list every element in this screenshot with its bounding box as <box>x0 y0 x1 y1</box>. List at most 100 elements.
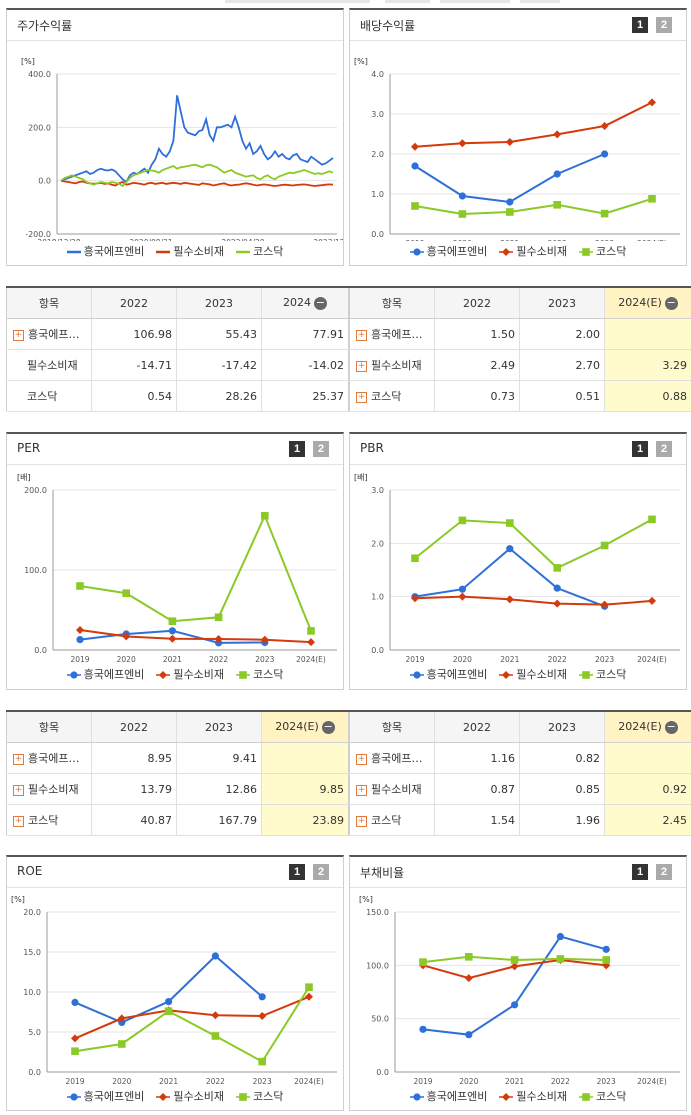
x-tick-label: 2020 <box>453 655 472 664</box>
chart-legend: 흥국에프엔비 필수소비재 코스닥 <box>7 666 343 682</box>
plus-icon[interactable]: + <box>13 815 24 827</box>
column-header: 항목 <box>349 286 435 319</box>
page-2-button[interactable]: 2 <box>656 17 672 33</box>
legend-swatch <box>499 671 514 679</box>
panel-title: 배당수익률 <box>360 19 416 33</box>
column-header: 2022 <box>434 286 520 319</box>
data-point <box>258 1057 266 1066</box>
column-header: 항목 <box>349 710 435 743</box>
page-2-button[interactable]: 2 <box>656 864 672 880</box>
legend-swatch <box>66 1093 81 1101</box>
collapse-icon[interactable]: − <box>664 295 678 310</box>
data-point <box>600 122 609 130</box>
data-point <box>553 564 561 572</box>
table-cell: 2.00 <box>519 318 605 350</box>
legend-item[interactable]: 필수소비재 <box>499 243 567 259</box>
legend-item[interactable]: 코스닥 <box>578 1088 626 1104</box>
page-2-button[interactable]: 2 <box>313 864 329 880</box>
page-1-button[interactable]: 1 <box>632 441 648 457</box>
page-1-button[interactable]: 1 <box>632 864 648 880</box>
column-header: 2022 <box>91 710 177 743</box>
row-label: + 코스닥 <box>349 380 435 412</box>
table-cell: 12.86 <box>176 773 262 805</box>
legend-swatch <box>235 671 250 679</box>
data-point <box>258 993 266 1001</box>
y-tick-label: 150.0 <box>366 908 389 917</box>
data-point <box>648 515 656 524</box>
data-point <box>458 210 467 218</box>
legend-swatch <box>499 248 514 256</box>
legend-swatch <box>235 1093 250 1101</box>
table-cell: 0.82 <box>519 742 605 774</box>
legend-marker <box>70 1093 78 1101</box>
legend-item[interactable]: 필수소비재 <box>499 666 567 682</box>
table-row: + 흥국에프… 8.95 9.41 <box>6 742 349 774</box>
legend-item[interactable]: 필수소비재 <box>156 243 224 259</box>
data-point <box>71 1047 79 1055</box>
legend-item[interactable]: 필수소비재 <box>156 1088 224 1104</box>
plus-icon[interactable]: + <box>13 329 24 341</box>
chart-legend: 흥국에프엔비 필수소비재 코스닥 <box>7 1088 343 1104</box>
data-point <box>510 956 519 964</box>
per-table: 항목 2022 2023 2024(E) − + 흥국에프… 8.95 9.41 + 필수소비재 13… <box>6 710 349 836</box>
legend-item[interactable]: 필수소비재 <box>156 666 224 682</box>
legend-item[interactable]: 흥국에프엔비 <box>409 243 487 259</box>
legend-item[interactable]: 흥국에프엔비 <box>409 666 487 682</box>
collapse-icon[interactable]: − <box>321 719 335 734</box>
series-line-1 <box>60 95 334 184</box>
per-panel: PER 1 2 [배] 200.0 100.0 0.0 2019 2020 2021 2022… <box>6 432 344 690</box>
legend-item[interactable]: 코스닥 <box>578 243 626 259</box>
x-tick-label: 2020 <box>459 1077 478 1086</box>
table-row: + 코스닥 0.73 0.51 0.88 <box>349 380 691 412</box>
page-1-button[interactable]: 1 <box>289 864 305 880</box>
x-tick-label: 2024(E) <box>637 655 667 664</box>
row-label: + 흥국에프… <box>6 318 92 350</box>
page-1-button[interactable]: 1 <box>289 441 305 457</box>
data-point <box>307 638 315 647</box>
legend-item[interactable]: 코스닥 <box>578 666 626 682</box>
plus-icon[interactable]: + <box>13 753 24 765</box>
table-cell: 1.96 <box>519 804 605 836</box>
table-cell: 0.87 <box>434 773 520 805</box>
page-2-button[interactable]: 2 <box>313 441 329 457</box>
legend-item[interactable]: 코스닥 <box>235 243 283 259</box>
x-tick-label: 2021 <box>500 239 519 241</box>
legend-label: 필수소비재 <box>516 668 567 681</box>
page-2-button[interactable]: 2 <box>656 441 672 457</box>
y-tick-label: 5.0 <box>28 1028 41 1037</box>
legend-item[interactable]: 필수소비재 <box>499 1088 567 1104</box>
plus-icon[interactable]: + <box>356 360 367 372</box>
legend-swatch <box>66 250 81 254</box>
column-header: 2024(E) − <box>604 286 691 319</box>
y-tick-label: 200.0 <box>28 123 51 132</box>
data-point <box>117 1014 126 1023</box>
row-label: + 흥국에프… <box>6 742 92 774</box>
table-cell: 2.49 <box>434 349 520 381</box>
legend-item[interactable]: 흥국에프엔비 <box>409 1088 487 1104</box>
legend-label: 흥국에프엔비 <box>83 1090 145 1103</box>
plus-icon[interactable]: + <box>356 784 367 796</box>
legend-item[interactable]: 흥국에프엔비 <box>66 666 144 682</box>
x-tick-label: 2018/12/28 <box>37 238 80 241</box>
legend-item[interactable]: 흥국에프엔비 <box>66 243 144 259</box>
panel-header: 부채비율 1 2 <box>350 857 686 888</box>
plus-icon[interactable]: + <box>356 753 367 765</box>
legend-item[interactable]: 코스닥 <box>235 666 283 682</box>
table-cell: -14.02 <box>261 349 349 381</box>
plus-icon[interactable]: + <box>356 329 367 341</box>
collapse-icon[interactable]: − <box>664 719 678 734</box>
page-1-button[interactable]: 1 <box>632 17 648 33</box>
y-unit-label: [%] <box>21 57 35 66</box>
legend-item[interactable]: 코스닥 <box>235 1088 283 1104</box>
collapse-icon[interactable]: − <box>314 295 327 310</box>
data-point <box>411 554 419 563</box>
table-row: + 필수소비재 2.49 2.70 3.29 <box>349 349 691 381</box>
plus-icon[interactable]: + <box>13 784 24 796</box>
legend-item[interactable]: 흥국에프엔비 <box>66 1088 145 1104</box>
data-point <box>600 600 609 609</box>
plus-icon[interactable]: + <box>356 391 367 403</box>
dividend-yield-panel: 배당수익률 1 2 [%]4.0 3.0 2.0 1.0 0.0 2019 2020 2021… <box>349 8 687 266</box>
plus-icon[interactable]: + <box>356 815 367 827</box>
column-header: 2024(E) − <box>604 710 691 743</box>
data-point <box>506 198 514 206</box>
